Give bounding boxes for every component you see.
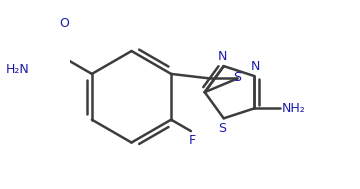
Text: NH₂: NH₂ — [282, 102, 305, 115]
Text: N: N — [251, 60, 260, 73]
Text: O: O — [59, 17, 69, 30]
Text: N: N — [218, 50, 227, 63]
Text: H₂N: H₂N — [6, 63, 30, 76]
Text: F: F — [189, 134, 195, 147]
Text: S: S — [234, 71, 242, 84]
Text: S: S — [219, 122, 226, 135]
